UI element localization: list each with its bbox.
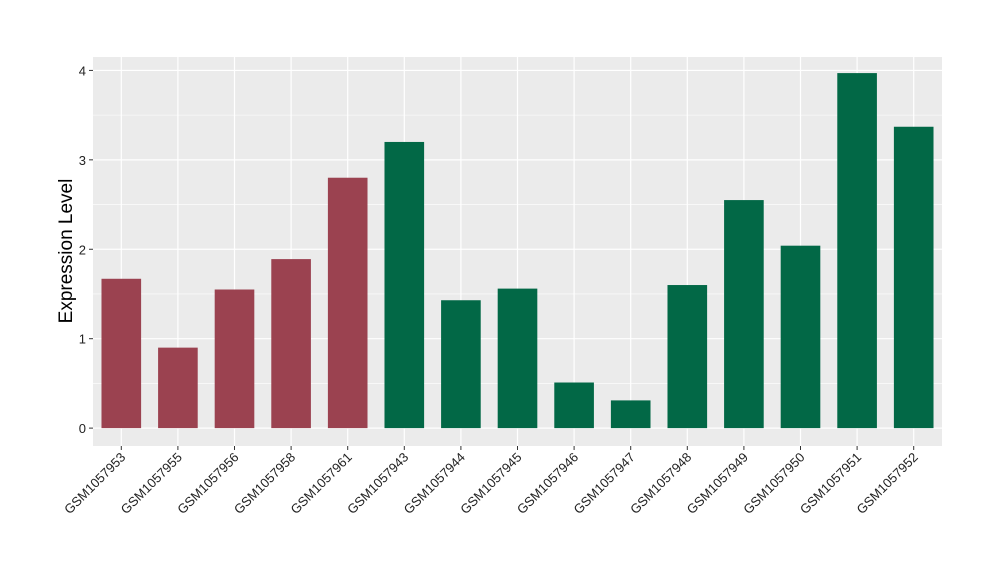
- y-tick-label: 2: [79, 242, 86, 257]
- y-tick-label: 0: [79, 421, 86, 436]
- bar-GSM1057945: [497, 288, 538, 429]
- bar-GSM1057948: [667, 285, 708, 429]
- y-tick-label: 4: [79, 63, 86, 78]
- bar-GSM1057950: [780, 245, 821, 429]
- bar-GSM1057953: [101, 278, 142, 429]
- bar-GSM1057952: [893, 126, 934, 429]
- bar-GSM1057951: [837, 73, 877, 429]
- bar-GSM1057955: [158, 347, 198, 429]
- y-tick-label: 1: [79, 332, 86, 347]
- y-axis-label: Expression Level: [56, 179, 77, 324]
- y-tick-label: 3: [79, 153, 86, 168]
- bar-GSM1057956: [214, 289, 255, 429]
- bar-GSM1057944: [441, 300, 481, 429]
- bar-GSM1057946: [554, 382, 594, 429]
- x-axis: GSM1057953GSM1057955GSM1057956GSM1057958…: [61, 446, 921, 517]
- bar-GSM1057949: [724, 200, 764, 429]
- bars: [101, 73, 934, 429]
- bar-GSM1057961: [327, 177, 368, 429]
- bar-GSM1057958: [271, 259, 311, 429]
- y-axis: 0 1 2 3 4: [79, 63, 93, 436]
- bar-GSM1057947: [610, 400, 651, 429]
- bar-GSM1057943: [384, 141, 425, 429]
